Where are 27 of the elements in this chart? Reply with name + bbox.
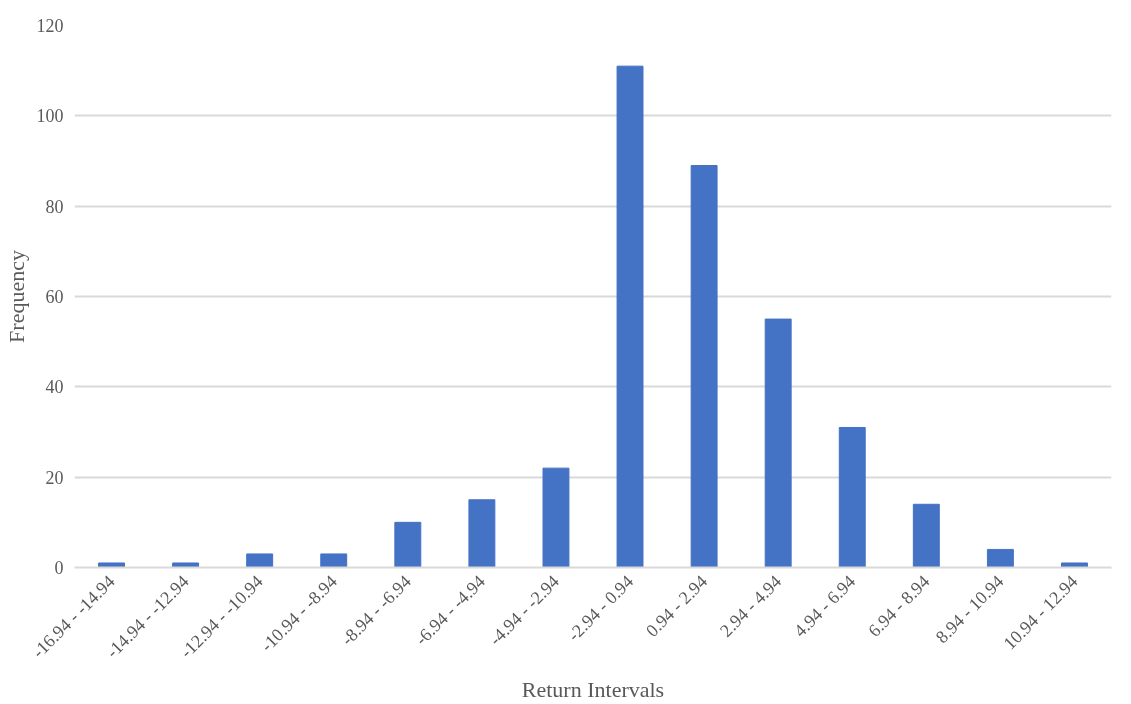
y-tick-label: 120 [36,16,64,36]
y-tick-label: 100 [36,106,64,127]
y-axis-title: Frequency [3,250,29,343]
x-axis-title: Return Intervals [521,677,665,702]
y-tick-label: 60 [45,287,64,307]
bar [98,562,125,568]
bar [690,165,718,568]
y-tick-label: 20 [45,467,64,488]
bar [764,318,792,568]
x-tick-label: 6.94 - 8.94 [864,571,934,641]
bar [468,499,496,568]
y-tick-label: 80 [45,196,64,217]
bar [986,548,1014,568]
x-tick-label: 2.94 - 4.94 [715,571,786,641]
x-tick-label: 0.94 - 2.94 [641,571,712,641]
y-tick-label: 0 [54,558,64,578]
y-tick-label: 40 [45,377,64,398]
bar [394,521,422,568]
x-tick-label: 4.94 - 6.94 [790,571,860,641]
bar [616,65,644,568]
bar [912,503,940,568]
bar [542,467,570,568]
bar [246,553,274,568]
bar [1061,562,1088,568]
bar [838,426,866,568]
bar [172,562,200,568]
bar [320,553,348,568]
